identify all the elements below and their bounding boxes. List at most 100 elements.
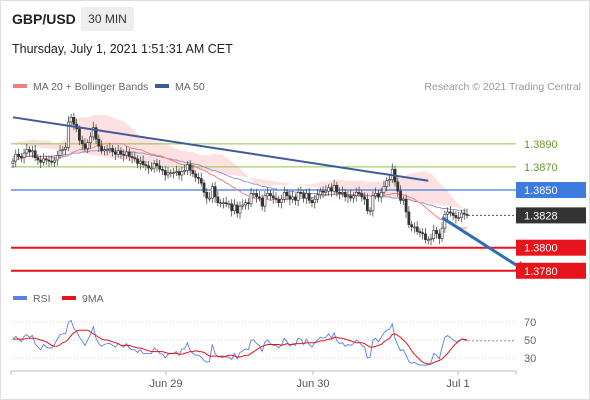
ma50-legend-label: MA 50: [175, 81, 205, 93]
candle-body: [102, 149, 106, 152]
candle-body: [357, 192, 361, 194]
x-axis-ticks: Jun 29 Jun 30 Jul 1: [10, 371, 517, 390]
candle-body: [260, 197, 264, 207]
candle-body: [293, 196, 297, 201]
candle-body: [144, 164, 148, 167]
candle-body: [302, 193, 306, 199]
candle-body: [152, 163, 156, 169]
candle-body: [401, 198, 405, 201]
candle-body: [158, 165, 162, 170]
candle-body: [83, 143, 87, 149]
rsi-tick-label: 30: [524, 353, 536, 365]
candle-body: [42, 158, 45, 163]
rsi-legend-swatch: [13, 296, 27, 300]
candle-body: [407, 211, 411, 225]
ma20-legend-swatch: [13, 84, 27, 88]
candle-body: [299, 192, 303, 194]
candle-body: [255, 193, 259, 198]
support-label-box: [516, 239, 586, 256]
candle-body: [371, 195, 375, 212]
resistance-label: 1.3890: [524, 139, 558, 151]
candle-body: [415, 226, 419, 232]
candle-body: [177, 171, 181, 176]
candle-body: [55, 155, 59, 161]
candle-body: [136, 158, 139, 164]
candle-body: [89, 136, 92, 143]
candle-body: [437, 233, 441, 239]
candle-body: [197, 177, 200, 179]
candle-body: [448, 211, 452, 214]
candle-body: [141, 160, 145, 165]
candle-body: [374, 193, 378, 197]
rsi-tick-label: 70: [524, 317, 536, 329]
downtrend-line: [12, 116, 429, 182]
candle-body: [191, 170, 195, 175]
candle-body: [130, 156, 134, 158]
candle-body: [324, 190, 328, 193]
copyright-text: Research © 2021 Trading Central: [424, 81, 581, 93]
candle-body: [188, 164, 192, 171]
candle-body: [313, 198, 317, 203]
candle-body: [451, 212, 455, 216]
price-levels: [11, 143, 516, 272]
symbol-title: GBP/USD: [12, 11, 76, 27]
candle-body: [58, 150, 62, 156]
candle-body: [269, 193, 272, 197]
candle-body: [86, 142, 90, 149]
candle-body: [100, 145, 103, 152]
candle-body: [410, 224, 414, 228]
candle-body: [249, 193, 253, 205]
candle-body: [147, 165, 151, 169]
candle-body: [127, 151, 131, 157]
candle-body: [14, 153, 18, 162]
candle-body: [105, 149, 109, 151]
candle-body: [138, 160, 142, 164]
candle-body: [119, 150, 123, 155]
candle-body: [282, 192, 286, 200]
candle-body: [426, 239, 430, 241]
candle-body: [180, 171, 184, 176]
candle-body: [155, 163, 159, 167]
candle-body: [94, 127, 98, 140]
candle-body: [305, 193, 308, 199]
candle-body: [307, 193, 311, 201]
candle-body: [36, 157, 40, 161]
candle-body: [413, 226, 416, 229]
moving-averages: [12, 143, 467, 229]
timestamp: Thursday, July 1, 2021 1:51:31 AM CET: [12, 42, 233, 56]
candle-body: [224, 202, 228, 205]
pivot-label-box: [516, 182, 586, 198]
candle-body: [341, 192, 344, 194]
candle-body: [80, 140, 84, 145]
candle-body: [424, 233, 427, 240]
candle-body: [221, 202, 225, 204]
candle-body: [329, 187, 333, 192]
timeframe-badge[interactable]: [81, 7, 134, 31]
candle-body: [271, 195, 275, 199]
candle-body: [379, 192, 383, 198]
candle-body: [72, 117, 76, 125]
candle-body: [194, 173, 198, 178]
forecast-arrow-shaft: [441, 216, 519, 268]
candle-body: [69, 117, 73, 123]
candle-body: [47, 159, 51, 162]
candle-body: [346, 195, 350, 198]
candle-body: [28, 149, 32, 153]
ma9-legend-label: 9MA: [82, 293, 104, 305]
candle-body: [230, 203, 234, 212]
candle-body: [435, 230, 438, 235]
candle-body: [338, 192, 342, 194]
bollinger-band: [13, 115, 465, 209]
candle-body: [440, 227, 444, 239]
candle-body: [174, 171, 178, 173]
candle-body: [462, 212, 466, 215]
candle-body: [274, 197, 278, 200]
candle-body: [78, 128, 81, 141]
candle-body: [161, 168, 164, 171]
ma20-line: [12, 143, 467, 229]
candle-body: [257, 196, 261, 199]
candle-body: [25, 149, 29, 154]
rsi-legend-label: RSI: [33, 293, 51, 305]
candle-body: [125, 151, 128, 156]
candle-body: [457, 217, 461, 219]
